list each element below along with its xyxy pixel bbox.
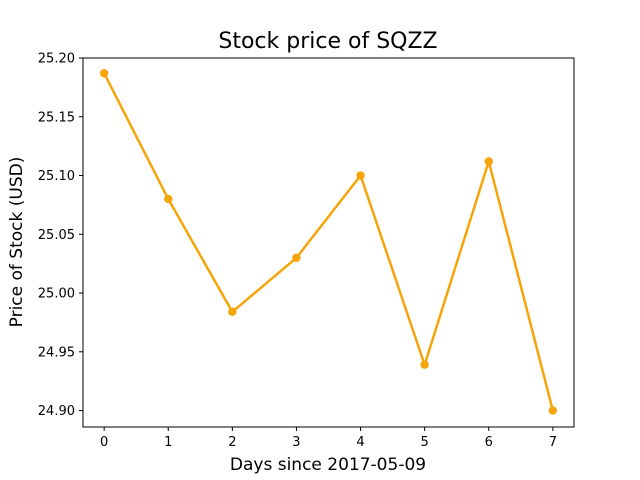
y-axis: 24.90 24.95 25.00 25.05 25.10 25.15 25.20	[38, 52, 83, 419]
y-tick-label: 25.10	[38, 169, 75, 184]
x-tick-label: 6	[485, 435, 493, 450]
data-point	[548, 406, 558, 415]
data-point	[356, 171, 365, 180]
data-point	[484, 157, 493, 166]
x-tick-label: 3	[292, 435, 300, 450]
x-tick-label: 1	[164, 435, 172, 450]
y-tick-label: 25.00	[38, 287, 75, 302]
x-tick-label: 7	[549, 435, 557, 450]
data-point	[228, 307, 237, 317]
y-tick-label: 25.05	[38, 228, 75, 243]
plot-area-frame	[82, 57, 575, 428]
data-point	[292, 253, 301, 262]
y-tick-label: 24.95	[38, 345, 75, 360]
x-tick-label: 0	[100, 435, 108, 450]
x-axis-label: Days since 2017-05-09	[230, 455, 426, 475]
chart-title: Stock price of SQZZ	[218, 29, 437, 54]
y-tick-label: 24.90	[38, 404, 75, 419]
y-tick-label: 25.15	[38, 110, 75, 125]
data-point	[420, 360, 429, 369]
x-tick-label: 4	[356, 435, 364, 450]
x-tick-label: 5	[421, 435, 429, 450]
series-line	[103, 72, 555, 411]
data-point	[164, 194, 173, 204]
x-axis: 0 1 2 3 4 5 6 7	[100, 427, 557, 450]
y-tick-label: 25.20	[38, 52, 75, 67]
data-point	[99, 69, 109, 78]
series-group	[99, 69, 558, 415]
x-tick-label: 2	[228, 435, 236, 450]
y-axis-label: Price of Stock (USD)	[7, 157, 27, 328]
